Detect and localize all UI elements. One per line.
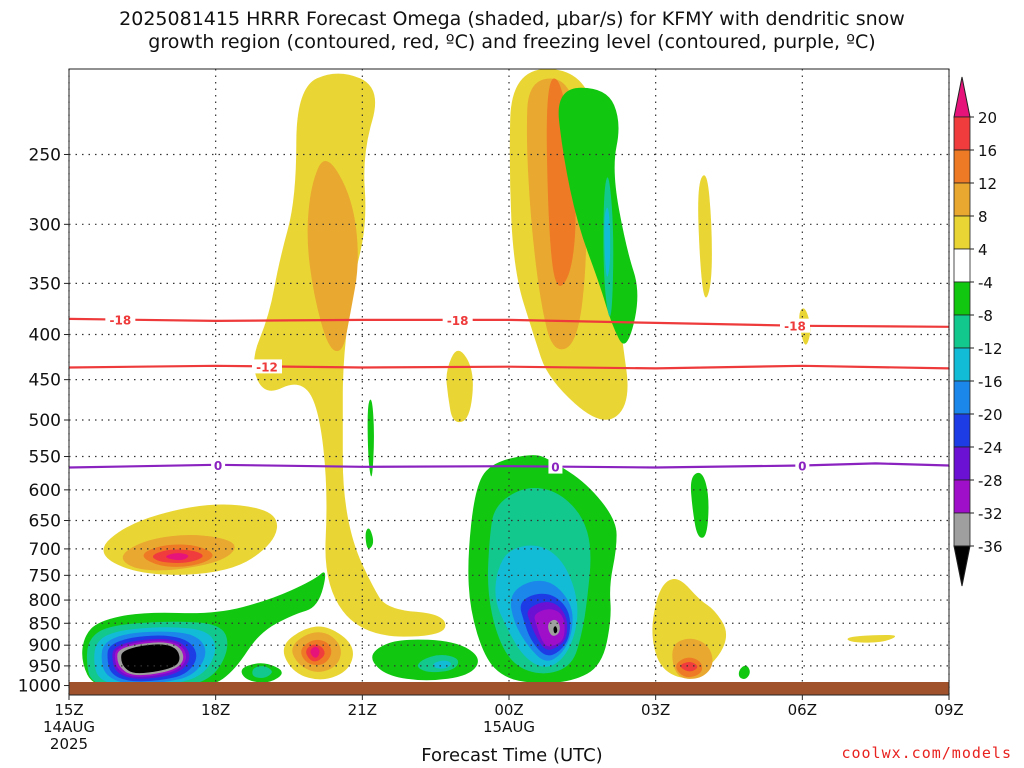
- colorbar-label: 20: [978, 109, 997, 127]
- colorbar-label: 16: [978, 142, 997, 160]
- colorbar-segment: [953, 512, 971, 547]
- contour-label-bg: [780, 318, 810, 333]
- contour-label: -18: [447, 314, 469, 328]
- contour-label: 0: [214, 459, 222, 473]
- colorbar-label: -8: [978, 307, 993, 325]
- colorbar-label: -32: [978, 505, 1003, 523]
- y-tick-label: 600: [29, 481, 61, 501]
- y-tick-label: 700: [29, 540, 61, 560]
- x-tick-label: 2025: [50, 735, 88, 753]
- colorbar-label: -24: [978, 439, 1003, 457]
- colorbar-label: -4: [978, 274, 993, 292]
- contour-label-bg: [548, 459, 563, 474]
- x-tick-label: 15Z: [54, 701, 83, 719]
- x-tick-label: 00Z: [494, 701, 523, 719]
- omega-region: [252, 666, 272, 678]
- colorbar-label: 12: [978, 175, 997, 193]
- chart-title: 2025081415 HRRR Forecast Omega (shaded, …: [0, 8, 1024, 54]
- source-credit: coolwx.com/models: [841, 744, 1012, 762]
- y-tick-label: 550: [29, 448, 61, 468]
- contour-label-bg: [211, 457, 226, 472]
- x-tick-label: 21Z: [348, 701, 377, 719]
- colorbar-label: -20: [978, 406, 1003, 424]
- colorbar-segment: [953, 314, 971, 349]
- omega-region: [307, 160, 358, 352]
- omega-region: [166, 553, 189, 561]
- colorbar-segment: [953, 248, 971, 283]
- y-tick-label: 400: [29, 326, 61, 346]
- contour-label-bg: [105, 312, 136, 327]
- y-tick-label: 850: [29, 614, 61, 634]
- colorbar-segment: [953, 281, 971, 316]
- y-tick-label: 500: [29, 411, 61, 431]
- contour-label: -12: [256, 360, 278, 374]
- y-tick-label: 300: [29, 215, 61, 235]
- title-line-2: growth region (contoured, red, ºC) and f…: [148, 31, 876, 53]
- omega-region: [847, 634, 896, 643]
- x-tick-label: 14AUG: [43, 718, 95, 736]
- omega-region: [446, 350, 473, 423]
- surface-terrain-bar: [69, 682, 949, 695]
- omega-region: [367, 399, 374, 477]
- colorbar-segment: [953, 446, 971, 481]
- x-axis-title: Forecast Time (UTC): [421, 745, 603, 766]
- y-tick-label: 800: [29, 591, 61, 611]
- contour-label: -18: [784, 320, 806, 334]
- colorbar-top-arrow: [953, 76, 971, 118]
- colorbar-label: -28: [978, 472, 1003, 490]
- omega-region: [698, 175, 712, 298]
- colorbar-segment: [953, 347, 971, 382]
- x-tick-label: 18Z: [201, 701, 230, 719]
- y-tick-label: 950: [29, 657, 61, 677]
- omega-region: [121, 644, 180, 674]
- contour-label: 0: [551, 461, 559, 475]
- colorbar-label: -16: [978, 373, 1003, 391]
- title-line-1: 2025081415 HRRR Forecast Omega (shaded, …: [119, 8, 905, 30]
- y-tick-label: 650: [29, 512, 61, 532]
- contour-line: [68, 364, 950, 370]
- omega-region: [738, 665, 750, 679]
- colorbar-segment: [953, 116, 971, 151]
- omega-region: [433, 660, 451, 669]
- x-tick-label: 09Z: [934, 701, 963, 719]
- colorbar-segment: [953, 413, 971, 448]
- x-tick-label: 06Z: [788, 701, 817, 719]
- colorbar-segment: [953, 149, 971, 184]
- omega-region: [680, 662, 698, 672]
- colorbar-label: 4: [978, 241, 988, 259]
- omega-region: [553, 626, 558, 634]
- colorbar-label: -36: [978, 538, 1003, 556]
- colorbar-label: 8: [978, 208, 988, 226]
- x-tick-label: 15AUG: [483, 718, 535, 736]
- colorbar-segment: [953, 479, 971, 514]
- colorbar-segment: [953, 215, 971, 250]
- colorbar-label: -12: [978, 340, 1003, 358]
- y-tick-label: 250: [29, 145, 61, 165]
- omega-region: [365, 528, 374, 549]
- colorbar-segment: [953, 182, 971, 217]
- contour-label: 0: [798, 459, 806, 473]
- y-tick-label: 900: [29, 636, 61, 656]
- contour-label-bg: [442, 312, 473, 327]
- y-tick-label: 750: [29, 566, 61, 586]
- omega-region: [254, 73, 446, 637]
- omega-region: [310, 646, 320, 658]
- x-tick-label: 03Z: [641, 701, 670, 719]
- y-tick-label: 450: [29, 371, 61, 391]
- y-tick-label: 1000: [18, 677, 61, 697]
- contour-label-bg: [795, 458, 810, 473]
- colorbar-bottom-arrow: [953, 545, 971, 587]
- contour-label-bg: [252, 359, 282, 374]
- colorbar-segment: [953, 380, 971, 415]
- contour-label: -18: [109, 314, 131, 328]
- contour-line: [68, 462, 950, 469]
- y-tick-label: 350: [29, 274, 61, 294]
- omega-region: [558, 87, 638, 344]
- omega-region: [690, 472, 709, 538]
